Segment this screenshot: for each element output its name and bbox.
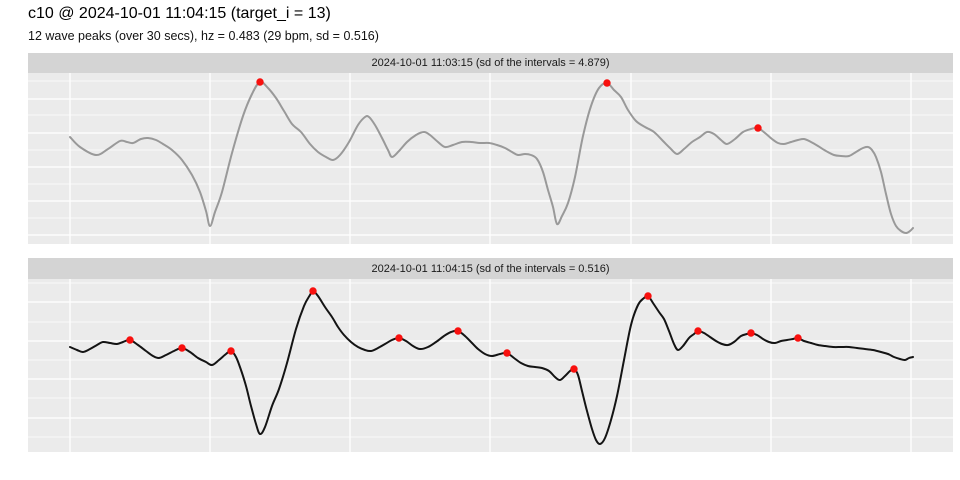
facet-panel-2 <box>28 279 953 452</box>
peak-marker <box>603 79 611 87</box>
peak-marker <box>754 124 762 132</box>
peak-marker <box>126 336 134 344</box>
facet-strip-label: 2024-10-01 11:03:15 (sd of the intervals… <box>371 57 610 69</box>
peak-marker <box>644 292 652 300</box>
facet-panel-1 <box>28 73 953 244</box>
peak-marker <box>570 365 578 373</box>
facet-strip-label: 2024-10-01 11:04:15 (sd of the intervals… <box>371 262 610 275</box>
peak-marker <box>178 344 186 352</box>
facet-strip-previous-window: 2024-10-01 11:03:15 (sd of the intervals… <box>28 53 953 73</box>
previous-window-wave <box>69 80 914 234</box>
page-title: c10 @ 2024-10-01 11:04:15 (target_i = 13… <box>28 5 331 22</box>
peak-marker <box>503 349 511 357</box>
peak-marker <box>256 78 264 86</box>
peak-marker <box>454 327 462 335</box>
peak-marker <box>309 287 317 295</box>
page-subtitle: 12 wave peaks (over 30 secs), hz = 0.483… <box>28 29 379 43</box>
peak-marker <box>395 334 403 342</box>
peak-marker <box>747 329 755 337</box>
peak-marker <box>227 347 235 355</box>
target-window-wave <box>69 289 914 446</box>
peak-marker <box>794 334 802 342</box>
peak-marker <box>694 327 702 335</box>
facet-strip-target-window: 2024-10-01 11:04:15 (sd of the intervals… <box>28 258 953 279</box>
